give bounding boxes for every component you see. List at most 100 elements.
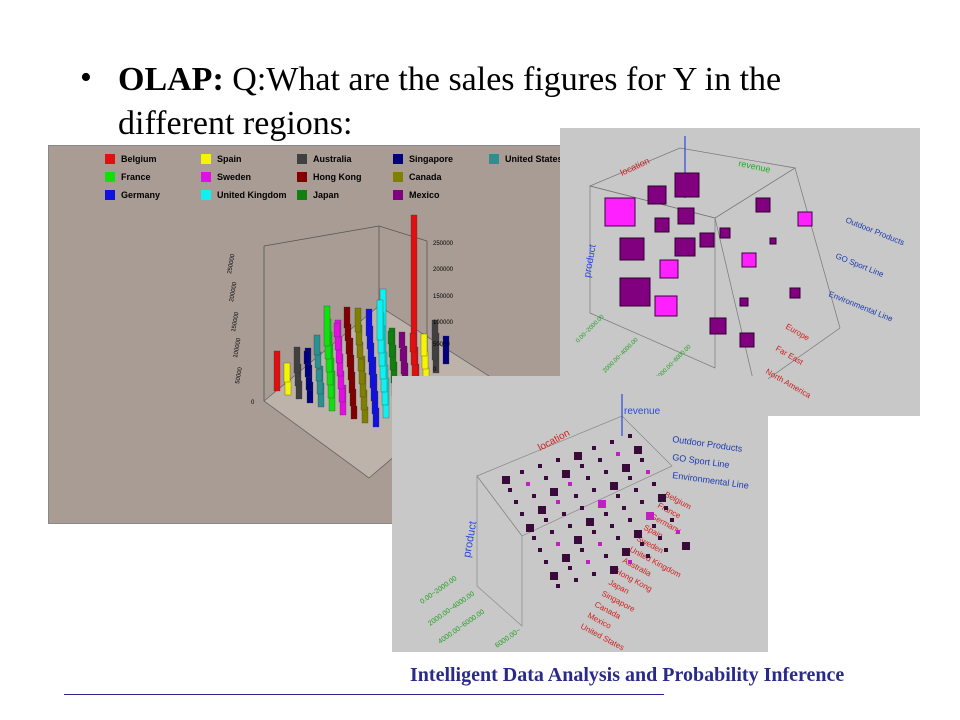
cube xyxy=(652,524,656,528)
cube xyxy=(610,566,618,574)
bar xyxy=(398,331,406,349)
heading-bold: OLAP: xyxy=(118,61,224,98)
cube xyxy=(550,572,558,580)
cube xyxy=(544,560,548,564)
legend-item: Germany xyxy=(105,190,160,200)
footer-title: Intelligent Data Analysis and Probabilit… xyxy=(410,664,845,686)
cube xyxy=(520,512,524,516)
cube xyxy=(664,506,668,510)
cube xyxy=(520,470,524,474)
cube xyxy=(562,512,566,516)
right-tick-label: 250000 xyxy=(433,241,454,247)
bar xyxy=(409,332,417,353)
bar xyxy=(343,306,351,329)
bar xyxy=(357,358,365,372)
cube xyxy=(574,578,578,582)
cube xyxy=(699,232,715,248)
product-line-label: Outdoor Products xyxy=(844,216,906,248)
product-line-label: Outdoor Products xyxy=(672,434,744,454)
bar xyxy=(315,368,323,382)
cube xyxy=(580,464,584,468)
cube xyxy=(654,217,670,233)
bullet-marker: • xyxy=(80,59,92,96)
bar-group xyxy=(273,214,450,428)
legend-item: Australia xyxy=(297,154,352,164)
cube xyxy=(646,512,654,520)
cube-group xyxy=(604,172,813,348)
cube xyxy=(598,458,602,462)
axis-label-revenue: revenue xyxy=(738,158,772,175)
left-tick-label: 150000 xyxy=(231,311,241,332)
cube xyxy=(634,488,638,492)
bar xyxy=(323,305,331,347)
axis-label-product: product xyxy=(582,244,599,279)
cube xyxy=(586,560,590,564)
right-tick-label: 0 xyxy=(433,367,437,373)
cube xyxy=(544,518,548,522)
cube xyxy=(628,476,632,480)
cube xyxy=(646,554,650,558)
right-tick-label: 100000 xyxy=(433,320,454,326)
bar xyxy=(354,307,362,333)
bar xyxy=(313,334,321,356)
bar xyxy=(399,348,407,362)
bar xyxy=(273,350,281,392)
cube xyxy=(568,482,572,486)
cube xyxy=(532,494,536,498)
cube xyxy=(610,524,614,528)
cube xyxy=(616,536,620,540)
cube xyxy=(654,295,678,317)
cube xyxy=(604,512,608,516)
cube xyxy=(610,440,614,444)
footer-divider xyxy=(64,694,664,695)
cube xyxy=(646,470,650,474)
cube xyxy=(741,252,757,268)
legend-item: Mexico xyxy=(393,190,440,200)
right-tick-label: 200000 xyxy=(433,267,454,273)
cube xyxy=(550,530,554,534)
axis-label-location: location xyxy=(619,156,651,178)
legend-item: United States xyxy=(489,154,563,164)
revenue-bin-label: 6000.00~ xyxy=(494,627,522,650)
cube xyxy=(664,548,668,552)
cube xyxy=(634,446,642,454)
cube xyxy=(640,500,644,504)
bar xyxy=(431,319,439,361)
legend-item: United Kingdom xyxy=(201,190,287,200)
cube xyxy=(739,332,755,348)
legend-item: Singapore xyxy=(393,154,453,164)
cube xyxy=(769,237,777,245)
cube xyxy=(550,488,558,496)
cube xyxy=(628,434,632,438)
left-tick-label: 50000 xyxy=(235,366,244,384)
legend-item: Japan xyxy=(297,190,339,200)
legend-item: Sweden xyxy=(201,172,251,182)
product-line-label: Environmental Line xyxy=(672,470,750,491)
bar xyxy=(283,362,291,383)
revenue-bin-label: 0.00~2000.00 xyxy=(575,314,606,345)
cube xyxy=(556,500,560,504)
cube xyxy=(604,197,636,227)
cube xyxy=(652,482,656,486)
axis-label-location: location xyxy=(536,428,572,454)
cube xyxy=(580,548,584,552)
cube xyxy=(562,554,570,562)
bar-chart-3d: 250000 200000 150000 100000 50000 0 2500… xyxy=(227,214,490,479)
cube xyxy=(616,494,620,498)
heading-question: Q:What are the sales figures for Y in th… xyxy=(118,61,782,142)
cube xyxy=(610,482,618,490)
bar xyxy=(345,340,353,355)
cube xyxy=(592,530,596,534)
cube xyxy=(598,542,602,546)
right-tick-label: 150000 xyxy=(433,294,454,300)
product-line-label: GO Sport Line xyxy=(672,452,730,470)
cube xyxy=(682,542,690,550)
cube xyxy=(789,287,801,299)
bar xyxy=(410,214,418,366)
legend-item: Canada xyxy=(393,172,442,182)
cube xyxy=(755,197,771,213)
cube xyxy=(622,464,630,472)
revenue-bin-label: 2000.00~4000.00 xyxy=(602,337,640,375)
cube xyxy=(709,317,727,335)
